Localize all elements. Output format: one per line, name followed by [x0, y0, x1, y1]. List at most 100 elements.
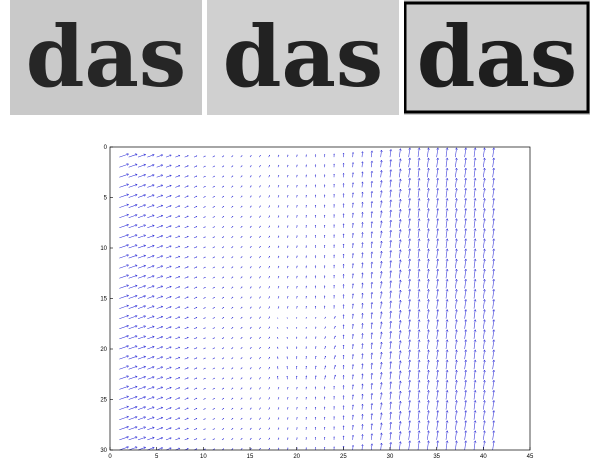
quiver-arrow	[408, 409, 412, 420]
quiver-arrow	[128, 385, 138, 390]
quiver-arrow	[184, 155, 189, 158]
quiver-arrow	[175, 377, 181, 380]
quiver-arrow	[137, 406, 147, 410]
quiver-arrow	[128, 436, 138, 441]
quiver-arrow	[240, 286, 243, 289]
quiver-arrow	[464, 268, 468, 279]
quiver-arrow	[193, 286, 198, 289]
quiver-arrow	[184, 165, 189, 168]
quiver-arrow	[193, 387, 198, 390]
quiver-arrow	[268, 306, 270, 309]
quiver-arrow	[324, 224, 326, 228]
quiver-arrow	[370, 170, 374, 178]
quiver-arrow	[417, 440, 421, 451]
quiver-arrow	[156, 194, 164, 198]
quiver-arrow	[417, 399, 421, 410]
quiver-arrow	[361, 262, 364, 269]
quiver-arrow	[482, 177, 486, 188]
quiver-arrow	[389, 411, 393, 420]
quiver-arrow	[426, 319, 430, 329]
quiver-arrow	[249, 155, 252, 158]
quiver-arrow	[287, 194, 289, 198]
quiver-arrow	[128, 153, 138, 158]
quiver-arrow	[370, 231, 374, 238]
quiver-arrow	[324, 174, 326, 178]
quiver-arrow	[342, 364, 345, 370]
quiver-arrow	[277, 407, 280, 410]
quiver-arrow	[147, 224, 155, 229]
quiver-arrow	[342, 213, 345, 218]
quiver-arrow	[379, 291, 383, 299]
y-tick-label: 10	[100, 246, 107, 252]
quiver-arrow	[333, 163, 335, 168]
quiver-arrow	[296, 416, 298, 420]
quiver-arrow	[296, 225, 298, 228]
quiver-arrow	[249, 316, 252, 319]
quiver-arrow	[352, 202, 354, 208]
quiver-arrow	[193, 155, 198, 158]
quiver-arrow	[231, 357, 234, 360]
quiver-arrow	[352, 303, 354, 309]
quiver-arrow	[268, 427, 270, 430]
quiver-arrow	[156, 245, 164, 249]
quiver-arrow	[333, 244, 335, 249]
quiver-arrow	[231, 215, 234, 218]
quiver-arrow	[314, 436, 317, 440]
quiver-arrow	[324, 326, 326, 329]
quiver-arrow	[473, 329, 477, 339]
quiver-arrow	[175, 346, 181, 350]
quiver-arrow	[277, 184, 280, 188]
quiver-arrow	[361, 322, 364, 329]
quiver-arrow	[417, 319, 421, 329]
quiver-arrow	[398, 360, 402, 370]
quiver-arrow	[287, 164, 289, 168]
quiver-arrow	[473, 147, 477, 158]
quiver-arrow	[212, 236, 216, 239]
quiver-arrow	[231, 236, 234, 239]
y-tick-label: 25	[100, 398, 107, 404]
quiver-arrow	[203, 357, 206, 360]
quiver-arrow	[398, 239, 402, 249]
quiver-arrow	[445, 157, 449, 168]
quiver-arrow	[175, 417, 181, 420]
quiver-arrow	[389, 259, 393, 269]
quiver-arrow	[436, 228, 440, 238]
quiver-arrow	[379, 412, 383, 420]
quiver-arrow	[417, 420, 421, 430]
quiver-arrow	[333, 345, 336, 350]
quiver-arrow	[305, 164, 307, 168]
quiver-arrow	[287, 225, 289, 228]
quiver-arrow	[175, 245, 181, 249]
quiver-arrow	[445, 440, 449, 451]
quiver-arrow	[426, 207, 430, 218]
quiver-arrow	[436, 399, 440, 410]
quiver-arrow	[128, 284, 138, 289]
quiver-arrow	[492, 339, 496, 350]
quiver-arrow	[445, 369, 449, 380]
quiver-arrow	[492, 228, 496, 238]
quiver-arrow	[408, 349, 412, 360]
quiver-arrow	[296, 285, 298, 289]
quiver-arrow	[240, 316, 243, 319]
quiver-arrow	[287, 437, 289, 440]
quiver-arrow	[314, 265, 317, 269]
quiver-arrow	[259, 377, 261, 380]
quiver-arrow	[314, 426, 317, 430]
quiver-arrow	[203, 297, 206, 299]
quiver-arrow	[156, 325, 164, 330]
quiver-arrow	[212, 216, 216, 218]
quiver-arrow	[165, 154, 172, 158]
quiver-arrow	[445, 147, 449, 158]
quiver-arrow	[389, 219, 393, 228]
quiver-arrow	[454, 207, 458, 218]
quiver-arrow	[137, 153, 147, 158]
quiver-arrow	[464, 258, 468, 269]
quiver-arrow	[454, 308, 458, 319]
quiver-arrow	[361, 181, 364, 188]
quiver-arrow	[361, 302, 364, 309]
quiver-arrow	[128, 405, 138, 410]
quiver-arrow	[249, 397, 252, 400]
quiver-arrow	[137, 204, 147, 208]
quiver-arrow	[165, 235, 172, 239]
quiver-arrow	[268, 296, 270, 299]
